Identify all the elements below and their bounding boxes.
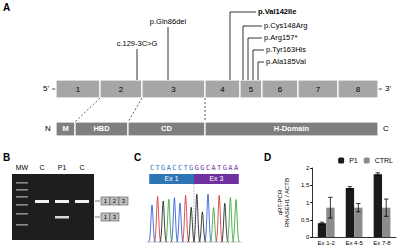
svg-text:C: C	[79, 164, 84, 171]
svg-text:A: A	[167, 164, 172, 172]
svg-text:3: 3	[122, 198, 126, 204]
svg-text:P1: P1	[58, 164, 67, 171]
svg-text:G: G	[223, 164, 227, 172]
svg-text:A: A	[234, 164, 239, 172]
svg-text:p.Val142Ile: p.Val142Ile	[258, 7, 296, 16]
svg-text:T: T	[155, 164, 160, 172]
svg-text:RNASEH1 / ACTB: RNASEH1 / ACTB	[284, 178, 290, 227]
svg-text:C: C	[206, 164, 210, 172]
svg-text:N: N	[45, 124, 51, 133]
svg-text:p.Tyr163His: p.Tyr163His	[266, 45, 306, 54]
svg-text:1: 1	[306, 200, 310, 206]
svg-text:T: T	[183, 164, 188, 172]
svg-text:T: T	[217, 164, 222, 172]
svg-text:P1: P1	[349, 157, 358, 164]
svg-text:c.129-3C>G: c.129-3C>G	[117, 39, 158, 48]
svg-text:CD: CD	[161, 124, 172, 133]
svg-text:CTRL: CTRL	[375, 157, 393, 164]
svg-text:7: 7	[316, 85, 321, 94]
svg-text:C: C	[39, 164, 44, 171]
svg-text:G: G	[161, 164, 165, 172]
svg-text:0: 0	[306, 234, 310, 240]
svg-text:MW: MW	[16, 164, 29, 171]
svg-text:3': 3'	[385, 84, 391, 93]
svg-text:B: B	[3, 152, 10, 163]
svg-text:Ex 1: Ex 1	[165, 175, 179, 182]
svg-text:1: 1	[104, 198, 108, 204]
svg-text:1,5: 1,5	[301, 182, 310, 188]
svg-text:Ex 4-5: Ex 4-5	[345, 240, 363, 246]
svg-text:C: C	[150, 164, 154, 172]
svg-text:C: C	[178, 164, 182, 172]
svg-text:A: A	[3, 2, 10, 13]
svg-text:1: 1	[76, 85, 81, 94]
svg-text:p.Cys148Arg: p.Cys148Arg	[264, 21, 307, 30]
svg-text:H-Domain: H-Domain	[274, 124, 310, 133]
svg-text:C: C	[172, 164, 176, 172]
svg-text:HBD: HBD	[93, 124, 110, 133]
svg-text:3: 3	[171, 85, 176, 94]
svg-text:p.Gln86del: p.Gln86del	[150, 17, 187, 26]
svg-text:5: 5	[249, 85, 254, 94]
svg-text:D: D	[264, 152, 271, 163]
svg-text:Ex 3: Ex 3	[209, 175, 223, 182]
svg-text:C: C	[383, 124, 389, 133]
svg-text:1: 1	[104, 214, 108, 220]
svg-text:G: G	[189, 164, 193, 172]
svg-text:p.Arg157*: p.Arg157*	[264, 33, 297, 42]
svg-text:2: 2	[306, 165, 310, 171]
svg-text:5': 5'	[43, 84, 49, 93]
svg-text:0,5: 0,5	[301, 217, 310, 223]
svg-text:2: 2	[119, 85, 124, 94]
svg-text:6: 6	[278, 85, 283, 94]
svg-text:8: 8	[356, 85, 361, 94]
svg-text:A: A	[228, 164, 233, 172]
svg-text:p.Ala185Val: p.Ala185Val	[266, 57, 306, 66]
svg-text:2: 2	[113, 198, 117, 204]
svg-text:M: M	[62, 124, 68, 133]
svg-text:G: G	[200, 164, 204, 172]
svg-text:4: 4	[220, 85, 225, 94]
svg-text:Ex 7-8: Ex 7-8	[373, 240, 391, 246]
svg-text:qRT-PCR: qRT-PCR	[277, 189, 283, 215]
svg-text:C: C	[134, 152, 141, 163]
svg-text:A: A	[211, 164, 216, 172]
svg-text:3: 3	[113, 214, 117, 220]
svg-text:G: G	[195, 164, 199, 172]
svg-text:Ex 1-2: Ex 1-2	[318, 240, 336, 246]
